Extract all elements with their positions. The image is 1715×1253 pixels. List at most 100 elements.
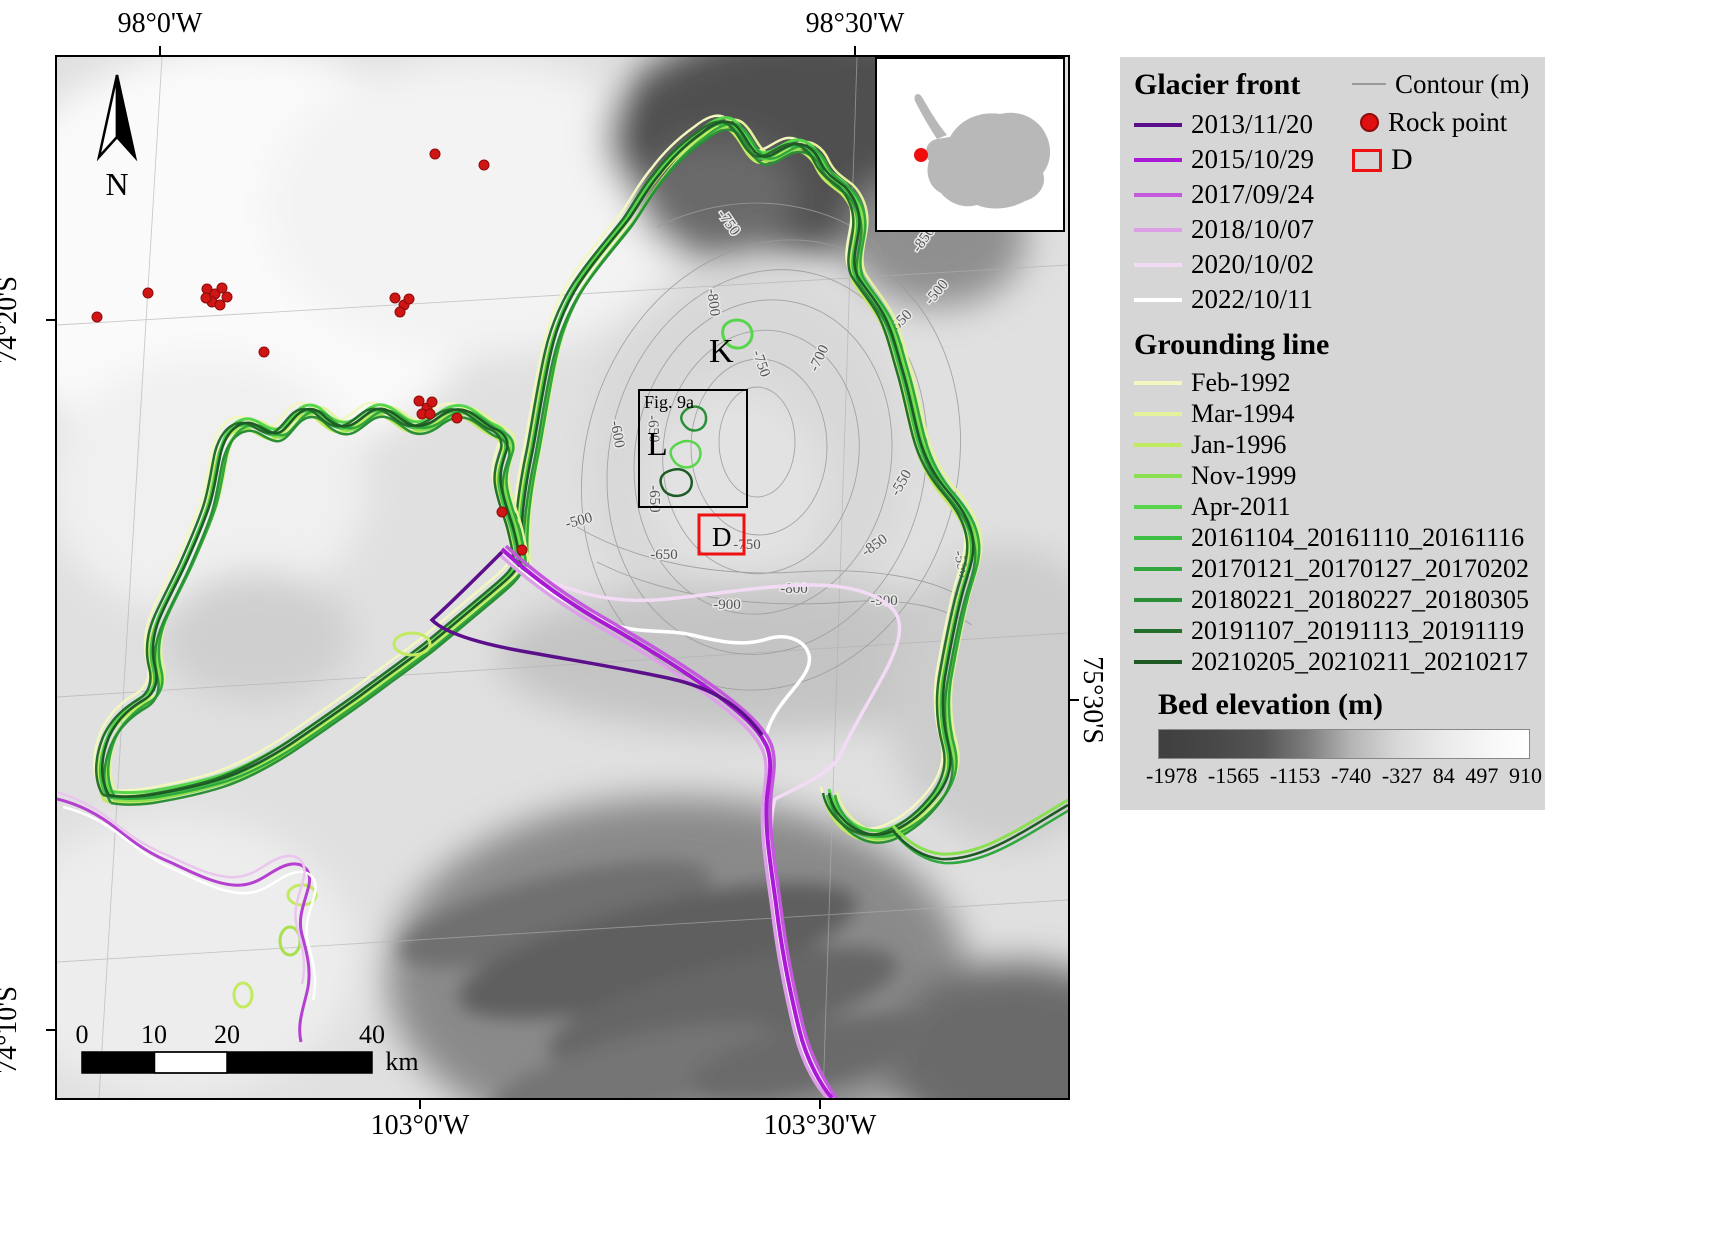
bed-tick: 84 bbox=[1432, 763, 1455, 788]
legend-item-label: Apr-2011 bbox=[1191, 491, 1291, 521]
glacier-front-lines bbox=[57, 544, 902, 1098]
glacier-k-label: K bbox=[709, 333, 734, 370]
line-swatch bbox=[1134, 597, 1182, 602]
contour-line-swatch bbox=[1352, 83, 1386, 85]
contour-label: -650 bbox=[650, 547, 678, 563]
line-swatch bbox=[1134, 157, 1182, 162]
contour-label: -750 bbox=[733, 537, 761, 553]
legend-top-right: Contour (m) Rock point D bbox=[1352, 65, 1537, 179]
axis-label-right: 75°30'S bbox=[1077, 656, 1108, 744]
axis-label-left-top: 74°20'S bbox=[0, 276, 23, 364]
axis-tick bbox=[46, 319, 55, 321]
legend-item-grounding-9: 20210205_20210211_20210217 bbox=[1134, 646, 1535, 677]
antarctica-shape bbox=[926, 112, 1051, 209]
line-swatch bbox=[1134, 473, 1182, 478]
line-swatch bbox=[1134, 628, 1182, 633]
scale-40: 40 bbox=[359, 1020, 385, 1049]
north-label: N bbox=[105, 166, 128, 202]
scale-0: 0 bbox=[76, 1020, 89, 1049]
bed-tick: -327 bbox=[1381, 763, 1423, 788]
legend-item-d-box: D bbox=[1352, 141, 1537, 179]
axis-label-top-right: 98°30'W bbox=[805, 8, 905, 39]
legend-item-grounding-5: 20161104_20161110_20161116 bbox=[1134, 522, 1535, 553]
line-swatch bbox=[1134, 297, 1182, 302]
scale-20: 20 bbox=[214, 1020, 240, 1049]
legend-item-glacier-front-4: 2020/10/02 bbox=[1134, 247, 1535, 282]
line-swatch bbox=[1134, 504, 1182, 509]
grounding-small-loops bbox=[232, 318, 754, 1009]
contour-label: -600 bbox=[607, 419, 628, 449]
axis-label-top-left: 98°0'W bbox=[117, 8, 203, 39]
legend-item-label: 20170121_20170127_20170202 bbox=[1191, 553, 1529, 583]
legend-item-label: 20210205_20210211_20210217 bbox=[1191, 646, 1529, 676]
map-svg: -850 -500 -650 -800 -750 -700 -650 -600 … bbox=[57, 57, 1068, 1098]
scale-bar: 0 10 20 40 km bbox=[76, 1020, 419, 1076]
fig9a-label: Fig. 9a bbox=[644, 392, 694, 412]
axis-label-bottom-right: 103°30'W bbox=[763, 1110, 877, 1141]
legend-item-grounding-1: Mar-1994 bbox=[1134, 398, 1535, 429]
axis-tick bbox=[159, 46, 161, 55]
axis-label-left-bottom: 74°10'S bbox=[0, 986, 23, 1074]
graticule bbox=[57, 57, 1068, 1098]
axis-tick bbox=[854, 46, 856, 55]
bed-tick: -1153 bbox=[1269, 763, 1321, 788]
rock-point-icon bbox=[1360, 112, 1379, 132]
bed-elevation-title: Bed elevation (m) bbox=[1158, 688, 1383, 721]
line-swatch bbox=[1134, 535, 1182, 540]
line-swatch bbox=[1134, 442, 1182, 447]
legend-item-grounding-8: 20191107_20191113_20191119 bbox=[1134, 615, 1535, 646]
line-swatch bbox=[1134, 380, 1182, 385]
legend-item-label: Mar-1994 bbox=[1191, 398, 1295, 428]
grounding-line-title: Grounding line bbox=[1134, 328, 1330, 361]
legend-item-label: 2022/10/11 bbox=[1191, 284, 1314, 314]
axis-tick bbox=[419, 1100, 421, 1109]
axis-label-bottom-left: 103°0'W bbox=[370, 1110, 470, 1141]
legend-item-contour: Contour (m) bbox=[1352, 65, 1537, 103]
legend-item-glacier-front-3: 2018/10/07 bbox=[1134, 212, 1535, 247]
legend-item-label: Nov-1999 bbox=[1191, 460, 1297, 490]
contour-label: -900 bbox=[713, 597, 741, 613]
bed-elevation-colorbar bbox=[1158, 729, 1530, 759]
legend-item-label: 20161104_20161110_20161116 bbox=[1191, 522, 1525, 552]
d-box-swatch bbox=[1352, 148, 1382, 172]
legend-item-label: 2015/10/29 bbox=[1191, 144, 1315, 174]
bed-tick: -1978 bbox=[1146, 763, 1198, 788]
bed-tick: -740 bbox=[1330, 763, 1372, 788]
antarctic-peninsula-shape bbox=[914, 94, 947, 139]
legend-item-label: 2018/10/07 bbox=[1191, 214, 1315, 244]
contour-label: -650 bbox=[644, 415, 661, 443]
line-swatch bbox=[1134, 192, 1182, 197]
legend-item-label: Rock point bbox=[1388, 106, 1508, 137]
line-swatch bbox=[1134, 659, 1182, 664]
legend-item-label: 2020/10/02 bbox=[1191, 249, 1315, 279]
bed-tick: -1565 bbox=[1207, 763, 1260, 788]
d-label: D bbox=[712, 522, 732, 552]
legend-item-label: Feb-1992 bbox=[1191, 367, 1291, 397]
legend-panel: Glacier front 2013/11/20 2015/10/29 2017… bbox=[1120, 57, 1545, 810]
legend-item-glacier-front-0: 2013/11/20 bbox=[1134, 107, 1535, 142]
bed-elevation-ticks: -1978 -1565 -1153 -740 -327 84 497 910 bbox=[1146, 763, 1542, 789]
legend-item-label: 20180221_20180227_20180305 bbox=[1191, 584, 1529, 614]
terrain-streaks bbox=[400, 860, 925, 1098]
glacier-front-title: Glacier front bbox=[1134, 68, 1301, 101]
legend-item-label: 2017/09/24 bbox=[1191, 179, 1315, 209]
glacier-l-label: L bbox=[647, 426, 668, 463]
legend-item-grounding-0: Feb-1992 bbox=[1134, 367, 1535, 398]
legend-item-grounding-7: 20180221_20180227_20180305 bbox=[1134, 584, 1535, 615]
legend-item-grounding-4: Apr-2011 bbox=[1134, 491, 1535, 522]
legend-item-glacier-front-1: 2015/10/29 bbox=[1134, 142, 1535, 177]
axis-tick bbox=[819, 1100, 821, 1109]
legend-item-label: Jan-1996 bbox=[1191, 429, 1287, 459]
contour-label: -650 bbox=[646, 485, 663, 513]
line-swatch bbox=[1134, 122, 1182, 127]
study-site-dot bbox=[914, 148, 928, 162]
contour-lines bbox=[576, 202, 973, 691]
legend-item-rock-point: Rock point bbox=[1352, 103, 1537, 141]
legend-item-grounding-3: Nov-1999 bbox=[1134, 460, 1535, 491]
fig9a-extent-box bbox=[638, 389, 748, 508]
bed-tick: 910 bbox=[1508, 763, 1542, 788]
axis-tick bbox=[1070, 699, 1079, 701]
legend-item-grounding-6: 20170121_20170127_20170202 bbox=[1134, 553, 1535, 584]
inset-svg bbox=[914, 94, 1051, 209]
